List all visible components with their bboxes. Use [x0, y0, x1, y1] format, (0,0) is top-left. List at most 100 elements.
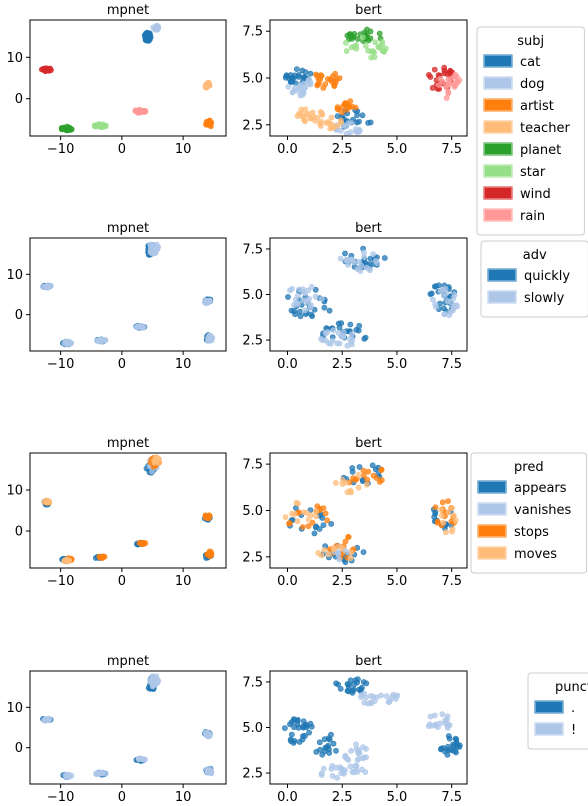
- point-.: [317, 746, 323, 753]
- y-tick-label: 7.5: [242, 242, 263, 257]
- subplot-title: mpnet: [107, 3, 149, 18]
- point-quickly: [355, 327, 362, 334]
- point-star: [100, 123, 107, 130]
- point-cat: [356, 118, 362, 125]
- point-slowly: [206, 297, 213, 304]
- point-artist: [341, 101, 348, 108]
- y-tick-label: 0: [15, 525, 23, 540]
- point-slowly: [432, 301, 439, 308]
- y-tick-label: 7.5: [242, 675, 263, 690]
- y-tick-label: 5.0: [242, 72, 263, 87]
- point-.: [337, 685, 344, 692]
- point-moves: [66, 557, 72, 564]
- subplot-title: bert: [355, 654, 382, 669]
- point-slowly: [363, 264, 370, 271]
- x-tick-label: 5.0: [387, 142, 408, 157]
- subplot-0-0: mpnet −10 0 10 0 10: [6, 3, 227, 157]
- point-!: [342, 754, 348, 760]
- point-moves: [438, 512, 445, 519]
- point-rain: [436, 82, 442, 88]
- point-stops: [364, 476, 371, 483]
- point-stops: [324, 517, 331, 524]
- point-appears: [360, 549, 367, 555]
- point-!: [356, 749, 363, 756]
- point-!: [207, 731, 213, 738]
- point-slowly: [299, 297, 306, 304]
- point-.: [287, 721, 293, 728]
- point-cat: [300, 74, 307, 81]
- x-tick-label: 5.0: [387, 574, 408, 589]
- point-.: [326, 750, 333, 756]
- point-stops: [445, 498, 451, 504]
- x-tick-label: 10: [175, 142, 192, 157]
- y-tick-label: 5.0: [242, 288, 263, 303]
- point-stops: [320, 505, 327, 511]
- point-slowly: [442, 285, 449, 292]
- subplot-2-1: bert 0.0 2.5 5.0 7.5 2.5 5.0 7.5 pred appears vani…: [242, 436, 588, 589]
- x-tick-label: 10: [175, 790, 192, 805]
- point-planet: [365, 37, 372, 44]
- point-quickly: [297, 308, 303, 315]
- point-moves: [440, 519, 447, 526]
- point-slowly: [330, 327, 337, 334]
- point-slowly: [299, 286, 306, 293]
- point-dog: [353, 128, 360, 135]
- point-slowly: [337, 255, 344, 262]
- point-moves: [438, 507, 444, 513]
- point-!: [338, 766, 345, 772]
- point-.: [316, 739, 323, 746]
- point-!: [360, 744, 366, 750]
- point-artist: [331, 83, 338, 89]
- point-stops: [439, 499, 446, 506]
- point-teacher: [298, 113, 305, 119]
- point-moves: [449, 526, 456, 532]
- point-star: [91, 123, 98, 130]
- point-moves: [282, 514, 289, 520]
- point-star: [359, 34, 366, 41]
- legend-label: wind: [520, 187, 551, 202]
- point-quickly: [381, 255, 388, 261]
- legend-swatch: [483, 208, 513, 222]
- point-artist: [352, 104, 359, 111]
- points: [285, 245, 461, 349]
- legend-swatch: [534, 700, 564, 714]
- point-moves: [355, 471, 362, 478]
- point-planet: [61, 125, 67, 132]
- point-slowly: [289, 285, 295, 292]
- point-appears: [349, 465, 356, 471]
- point-stops: [322, 510, 329, 517]
- point-artist: [320, 85, 327, 91]
- point-moves: [445, 509, 451, 516]
- legend-swatch: [477, 546, 507, 560]
- legend-label: teacher: [520, 121, 570, 136]
- point-.: [441, 748, 448, 755]
- point-cat: [354, 112, 360, 119]
- point-star: [372, 39, 379, 46]
- point-artist: [327, 76, 334, 83]
- legend-label: quickly: [524, 269, 570, 284]
- point-.: [350, 686, 357, 693]
- point-cat: [367, 119, 374, 126]
- point-cat: [302, 69, 309, 75]
- point-.: [323, 744, 330, 750]
- point-!: [437, 720, 443, 727]
- point-slowly: [308, 283, 315, 290]
- point-.: [347, 677, 354, 684]
- point-stops: [378, 477, 385, 483]
- point-.: [335, 681, 341, 688]
- point-moves: [318, 552, 325, 559]
- point-slowly: [294, 292, 301, 299]
- legend: punct.!: [527, 672, 588, 750]
- x-tick-label: 0.0: [277, 574, 298, 589]
- y-tick-label: 0: [15, 741, 23, 756]
- point-vanishes: [336, 556, 343, 563]
- x-tick-label: 2.5: [332, 357, 353, 372]
- point-moves: [305, 516, 312, 523]
- point-moves: [294, 518, 301, 525]
- point-wind: [427, 74, 434, 80]
- point-.: [288, 731, 295, 738]
- legend-swatch: [483, 164, 513, 178]
- point-!: [444, 723, 451, 729]
- point-rain: [136, 106, 143, 113]
- legend-title: punct: [555, 680, 588, 695]
